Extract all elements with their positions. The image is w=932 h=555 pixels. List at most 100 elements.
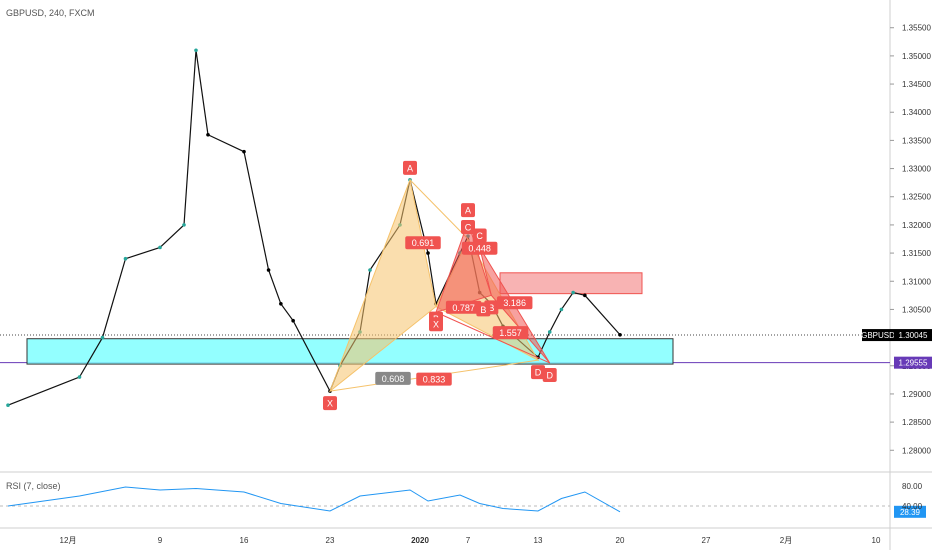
rsi-line — [7, 486, 621, 513]
price-point — [583, 293, 587, 298]
x-tick-label: 2020 — [411, 536, 429, 545]
price-point — [559, 307, 564, 312]
point-label-text: C — [465, 223, 472, 233]
bearish-point-X: X — [429, 317, 443, 332]
price-point — [194, 48, 198, 53]
bullish-ratio-ab: 0.691 — [405, 236, 441, 250]
price-point — [279, 301, 283, 306]
x-tick-label: 20 — [616, 536, 625, 545]
point-label-text: X — [327, 399, 333, 409]
bullish-point-X: X — [323, 396, 337, 411]
price-badge: 1.30045 — [894, 329, 932, 342]
harmonic-patterns: X A B C D X A B C D 0.691 0.608 0.833 0.448 0.787 1.557… — [323, 160, 557, 411]
y-tick-label: 1.35500 — [902, 24, 931, 33]
point-label-text: D — [535, 368, 542, 378]
y-tick-label: 1.28500 — [902, 418, 931, 427]
price-point — [242, 149, 246, 154]
axes: 1.35500 1.35000 1.34500 1.34000 1.33500 1.330… — [60, 24, 932, 545]
rsi-tick-label: 80.00 — [902, 482, 923, 491]
price-point — [266, 268, 271, 272]
point-badge — [542, 367, 557, 382]
ratio-badge — [445, 300, 482, 314]
x-tick-label: 16 — [240, 536, 249, 545]
point-badge — [403, 160, 417, 175]
chart-title: GBPUSD, 240, FXCM — [6, 8, 95, 18]
point-badge — [461, 203, 475, 218]
x-tick-label: 10 — [872, 536, 881, 545]
bearish-ratio-xb: 0.787 — [445, 300, 482, 314]
rsi-value-badge: 28.39 — [894, 505, 926, 518]
price-point — [158, 245, 162, 250]
x-tick-label: 13 — [534, 536, 543, 545]
bullish-point-A: A — [403, 160, 417, 175]
ratio-text: 0.448 — [468, 244, 491, 254]
symbol-badge-bg — [862, 329, 894, 342]
price-badge-bg — [894, 329, 932, 342]
ratio-badge — [416, 372, 452, 386]
price-point — [618, 332, 622, 337]
point-badge — [461, 220, 475, 234]
point-label-text: C — [476, 231, 483, 241]
symbol-badge-text: GBPUSD — [861, 331, 895, 340]
bullish-point-D: D — [531, 365, 545, 380]
price-point — [206, 132, 210, 137]
bearish-point-C: C — [472, 228, 487, 243]
ratio-badge — [375, 371, 411, 385]
symbol-badge: GBPUSD — [861, 329, 895, 342]
level-badge: 1.29555 — [894, 356, 932, 369]
price-point — [426, 251, 430, 255]
bullish-ac-line — [409, 179, 469, 240]
ratio-text: 1.557 — [499, 328, 522, 338]
price-point — [100, 335, 105, 340]
price-point — [547, 330, 552, 334]
x-tick-label: 12月 — [60, 536, 77, 545]
point-label-text: D — [546, 370, 553, 380]
point-badge — [472, 228, 487, 243]
y-tick-label: 1.29000 — [902, 390, 931, 399]
zone-red — [499, 272, 643, 295]
rsi-value-badge-bg — [894, 505, 926, 518]
point-label-text: A — [465, 206, 471, 216]
y-tick-label: 1.35000 — [902, 52, 931, 61]
ratio-text: 0.787 — [452, 303, 475, 313]
point-badge — [429, 317, 443, 332]
x-tick-label: 23 — [326, 536, 335, 545]
x-tick-label: 9 — [158, 536, 163, 545]
point-label-text: B — [480, 305, 486, 315]
bearish-point-D: D — [542, 367, 557, 382]
point-label-text: A — [407, 163, 413, 173]
x-tick-label: 2月 — [780, 536, 792, 545]
ratio-badge — [492, 326, 529, 340]
bearish-ratio-cd: 3.186 — [496, 296, 533, 310]
y-tick-label: 1.28000 — [902, 446, 931, 455]
price-point — [291, 318, 295, 323]
bullish-ratio-xb: 0.608 — [375, 371, 411, 385]
point-badge — [323, 396, 337, 411]
bullish-point-C: C — [461, 220, 475, 234]
price-point — [571, 290, 575, 295]
y-tick-label: 1.33000 — [902, 165, 931, 174]
y-tick-label: 1.32000 — [902, 221, 931, 230]
point-label-text: B — [488, 303, 494, 313]
y-tick-label: 1.34000 — [902, 108, 931, 117]
ratio-badge — [461, 241, 498, 255]
ratio-text: 0.608 — [382, 374, 405, 384]
level-badge-bg — [894, 356, 932, 369]
y-tick-label: 1.30500 — [902, 305, 931, 314]
ratio-text: 0.833 — [423, 375, 446, 385]
level-badge-text: 1.29555 — [899, 359, 928, 368]
ratio-badge — [496, 296, 533, 310]
ratio-badge — [405, 236, 441, 250]
bearish-point-A: A — [461, 203, 475, 218]
bullish-ratio-xd: 0.833 — [416, 372, 452, 386]
y-tick-label: 1.31500 — [902, 249, 931, 258]
rsi-value-badge-text: 28.39 — [900, 508, 921, 517]
ratio-text: 3.186 — [503, 298, 526, 308]
bearish-ratio-bd: 1.557 — [492, 326, 529, 340]
x-tick-label: 7 — [466, 536, 471, 545]
price-point — [182, 223, 186, 227]
point-badge — [476, 302, 491, 317]
rsi-title: RSI (7, close) — [6, 481, 61, 491]
